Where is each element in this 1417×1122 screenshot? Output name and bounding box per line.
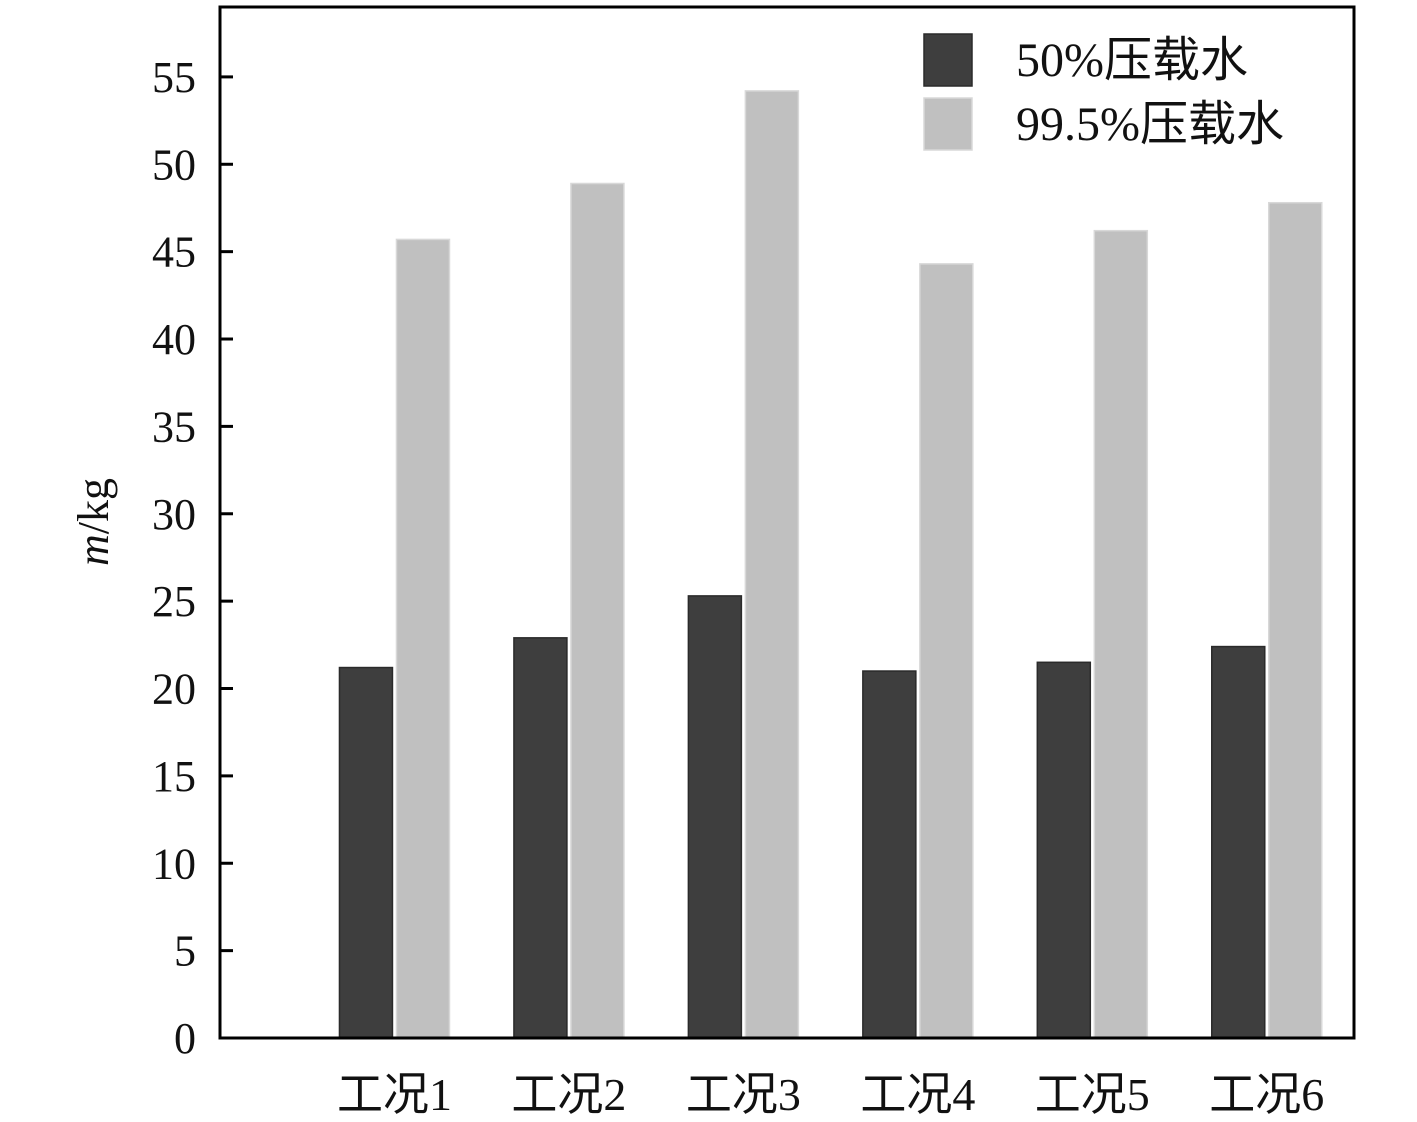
bars-layer [338,90,1323,1039]
x-tick-label: 工况5 [1035,1069,1150,1120]
x-tick-label: 工况4 [860,1069,975,1120]
bar-series2 [570,182,625,1039]
legend-swatch [923,33,973,87]
y-tick-label: 5 [174,927,196,976]
bar-series2 [744,90,800,1039]
x-tick-label: 工况3 [686,1069,801,1120]
legend-label: 99.5%压载水 [1016,98,1284,151]
y-tick-label: 15 [152,752,196,801]
legend-label: 50%压载水 [1016,34,1248,87]
y-tick-label: 35 [152,402,196,451]
y-axis-variable: m [69,534,118,566]
bar-series2 [1268,201,1323,1039]
y-tick-label: 40 [152,315,196,364]
bar-series1 [687,595,743,1039]
y-axis: 0 5 10 15 20 25 30 35 40 45 50 55 [152,53,233,1063]
y-tick-label: 55 [152,53,196,102]
bar-series2 [395,238,451,1039]
y-tick-label: 10 [152,839,196,888]
legend-swatch [923,97,973,151]
bar-series1 [513,637,568,1039]
y-axis-label: m/kg [69,478,118,566]
bar-series1 [862,670,917,1039]
bar-series1 [1211,645,1266,1039]
y-tick-label: 25 [152,577,196,626]
bar-series2 [1093,229,1149,1039]
y-axis-unit: /kg [69,478,118,534]
plot-frame [218,5,1356,1040]
x-axis: 工况1 工况2 工况3 工况4 工况5 工况6 [337,1069,1324,1120]
y-tick-label: 45 [152,228,196,277]
bar-series1 [338,666,394,1039]
y-tick-label: 0 [174,1014,196,1063]
x-tick-label: 工况6 [1209,1069,1324,1120]
y-tick-label: 50 [152,140,196,189]
x-tick-label: 工况1 [337,1069,452,1120]
bar-series1 [1036,661,1092,1039]
y-tick-label: 30 [152,490,196,539]
y-tick-label: 20 [152,665,196,714]
bar-series2 [919,263,974,1039]
x-tick-label: 工况2 [511,1069,626,1120]
legend: 50%压载水 99.5%压载水 [923,33,1284,151]
